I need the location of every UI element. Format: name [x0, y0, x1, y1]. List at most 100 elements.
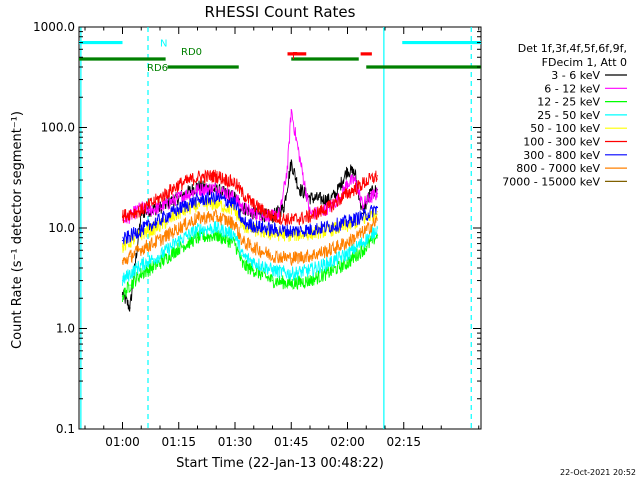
series-point [290, 257, 292, 259]
legend-entry: 25 - 50 keV [537, 109, 627, 122]
series-point [215, 227, 217, 229]
series-1 [121, 109, 379, 224]
series-2 [121, 228, 379, 303]
series-point [271, 215, 274, 218]
legend-label: 50 - 100 keV [530, 122, 600, 135]
series-point [365, 229, 367, 231]
series-point [121, 293, 124, 295]
series-point [301, 172, 304, 174]
series-point [140, 273, 142, 275]
series-point [271, 279, 274, 282]
series-point [376, 234, 379, 236]
series-point [196, 217, 199, 219]
series-point [361, 204, 364, 206]
legend-entry: 3 - 6 keV [551, 69, 627, 82]
series-point [159, 219, 161, 221]
series-point [346, 262, 349, 264]
x-tick-label: 01:00 [105, 435, 140, 449]
series-point [369, 197, 371, 199]
series-point [376, 192, 379, 195]
series-point [290, 161, 292, 163]
series-point [309, 279, 311, 282]
series-point [234, 233, 236, 236]
series-point [159, 239, 161, 241]
series-point [140, 264, 142, 266]
series-point [271, 269, 274, 271]
legend-header-line-1: Det 1f,3f,4f,5f,6f,9f, [518, 42, 627, 55]
legend-entry: 6 - 12 keV [544, 82, 627, 95]
series-point [121, 279, 124, 282]
legend-entry: 50 - 100 keV [530, 122, 627, 135]
series-point [178, 247, 180, 249]
series-point [159, 197, 161, 199]
series-point [129, 284, 131, 286]
series-point [140, 229, 142, 231]
series-point [346, 192, 349, 195]
series-point [129, 212, 131, 214]
series-point [178, 197, 180, 199]
series-point [215, 187, 217, 189]
y-axis-label: Count Rate (s⁻¹ detector segment⁻¹) [10, 111, 25, 349]
legend-entry: 300 - 800 keV [523, 149, 627, 162]
series-point [253, 225, 255, 227]
y-tick-label: 1.0 [56, 322, 75, 336]
series-point [361, 212, 364, 214]
legend-label: 800 - 7000 keV [516, 162, 600, 175]
x-tick-label: 01:15 [161, 435, 196, 449]
y-tick-label: 100.0 [41, 121, 75, 135]
series-point [354, 179, 356, 181]
series-point [253, 269, 255, 271]
series-point [376, 206, 379, 209]
series-point [309, 197, 311, 199]
series-point [309, 269, 311, 271]
series-point [234, 242, 236, 245]
series-point [271, 255, 274, 257]
series-point [121, 262, 124, 264]
legend-label: 6 - 12 keV [544, 82, 600, 95]
series-point [376, 175, 379, 177]
series-6 [121, 191, 379, 245]
series-point [196, 176, 199, 178]
series-point [215, 197, 217, 199]
series-point [121, 239, 124, 242]
series-point [290, 230, 292, 232]
series-point [290, 273, 292, 275]
series-point [328, 271, 330, 274]
series-point [234, 209, 236, 211]
series-point [365, 246, 367, 248]
legend: Det 1f,3f,4f,5f,6f,9f, FDecim 1, Att 0 3… [502, 42, 627, 188]
x-tick-label: 01:30 [218, 435, 253, 449]
series-point [234, 182, 236, 184]
series-point [234, 223, 236, 225]
series-3 [121, 221, 379, 286]
series-point [234, 202, 236, 205]
series-point [196, 237, 199, 239]
series-point [376, 227, 379, 229]
series-point [253, 246, 255, 249]
series-point [271, 229, 274, 231]
series-point [328, 262, 330, 264]
legend-entry: 12 - 25 keV [537, 96, 627, 109]
x-tick-label: 02:00 [330, 435, 365, 449]
series-point [140, 248, 142, 250]
series-point [196, 229, 199, 231]
series-point [196, 199, 199, 201]
series-point [196, 189, 199, 191]
series-point [376, 211, 379, 213]
series-point [241, 192, 244, 195]
series-point [328, 226, 330, 228]
series-point [129, 255, 131, 258]
series-point [346, 253, 349, 255]
flag-bars: N RD0 RD6 F [79, 39, 481, 74]
series-point [290, 282, 292, 285]
series-point [159, 225, 161, 227]
series-point [369, 192, 371, 195]
series-point [196, 204, 199, 206]
legend-label: 7000 - 15000 keV [502, 175, 600, 188]
series-point [178, 208, 180, 210]
axes: 01:00 01:15 01:30 01:45 02:00 02:15 1000.0 100.… [33, 20, 481, 449]
series-point [140, 209, 142, 211]
series-point [253, 261, 255, 263]
x-axis-label: Start Time (22-Jan-13 00:48:22) [176, 456, 384, 471]
